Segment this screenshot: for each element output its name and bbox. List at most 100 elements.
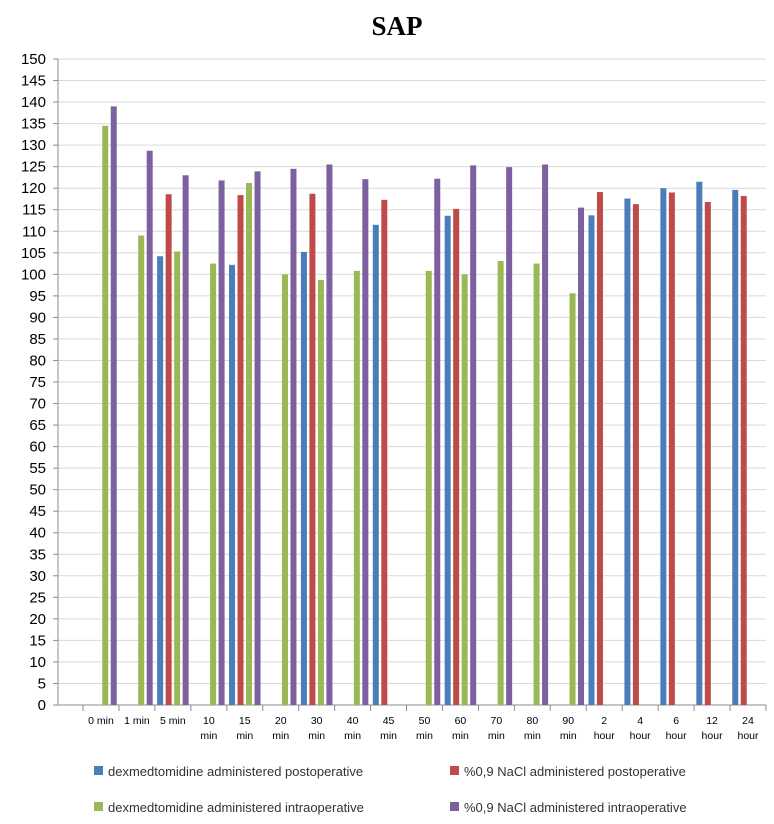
bar <box>453 208 460 705</box>
x-tick-label: 24 <box>742 715 754 727</box>
legend-label: %0,9 NaCl administered intraoperative <box>464 800 687 815</box>
y-tick-label: 135 <box>21 116 46 133</box>
y-tick-label: 85 <box>29 331 46 348</box>
y-tick-label: 65 <box>29 417 46 434</box>
chart-title: SAP <box>371 11 422 41</box>
y-tick-label: 55 <box>29 460 46 477</box>
legend-swatch <box>450 766 459 775</box>
y-tick-label: 70 <box>29 396 46 413</box>
bar <box>102 125 109 705</box>
legend-swatch <box>94 766 103 775</box>
y-tick-label: 115 <box>22 202 46 219</box>
y-tick-label: 25 <box>29 589 46 606</box>
y-tick-label: 150 <box>21 51 46 68</box>
bar <box>309 193 316 706</box>
bar <box>182 175 189 705</box>
y-tick-label: 40 <box>29 525 46 542</box>
bar <box>290 168 297 705</box>
x-tick-label: 70 <box>491 715 503 727</box>
bar <box>434 178 441 706</box>
x-tick-label: 50 <box>419 715 431 727</box>
bar <box>704 201 711 706</box>
x-axis-ticks: 0 min 1 min 5 min 10 min 15 min 20 min 30 min 40 min… <box>82 705 767 742</box>
bar <box>425 270 432 705</box>
bar <box>444 215 451 705</box>
x-tick-label: hour <box>594 730 616 742</box>
x-tick-label: 90 <box>562 715 574 727</box>
x-tick-label: 10 <box>203 715 215 727</box>
bar <box>300 251 307 705</box>
x-tick-label: min <box>416 730 433 742</box>
legend-label: dexmedtomidine administered postoperativ… <box>108 764 363 779</box>
bar <box>362 179 369 705</box>
bar <box>533 263 540 705</box>
x-tick-label: min <box>380 730 397 742</box>
bar <box>732 189 739 706</box>
bar <box>372 224 379 705</box>
bar <box>740 195 747 705</box>
y-tick-label: 130 <box>21 137 46 154</box>
bar <box>353 270 360 705</box>
bar <box>174 251 181 705</box>
bar <box>165 194 172 706</box>
bar <box>281 274 288 705</box>
bar <box>157 256 164 705</box>
x-tick-label: min <box>344 730 361 742</box>
x-tick-label: min <box>560 730 577 742</box>
y-tick-label: 20 <box>29 611 46 628</box>
bar <box>632 204 639 705</box>
y-tick-label: 100 <box>21 266 46 283</box>
y-tick-label: 90 <box>29 309 46 326</box>
bars <box>102 106 747 706</box>
x-tick-label: 1 min <box>124 715 150 727</box>
y-tick-label: 75 <box>29 374 46 391</box>
bar <box>326 164 333 705</box>
y-tick-label: 5 <box>38 675 46 692</box>
y-tick-label: 50 <box>29 482 46 499</box>
bar <box>246 183 253 705</box>
legend-label: dexmedtomidine administered intraoperati… <box>108 800 364 815</box>
x-tick-label: 2 <box>601 715 607 727</box>
bar <box>237 195 244 705</box>
legend: dexmedtomidine administered postoperativ… <box>94 764 687 815</box>
x-tick-label: min <box>272 730 289 742</box>
bar <box>668 192 675 705</box>
x-tick-label: 45 <box>383 715 395 727</box>
bar <box>660 188 667 705</box>
bar <box>506 167 513 706</box>
y-tick-label: 0 <box>38 697 46 714</box>
bar <box>624 198 631 706</box>
y-tick-label: 10 <box>29 654 46 671</box>
x-tick-label: 40 <box>347 715 359 727</box>
bar <box>381 199 388 705</box>
x-tick-label: min <box>236 730 253 742</box>
x-tick-label: hour <box>737 730 759 742</box>
x-tick-label: 20 <box>275 715 287 727</box>
x-tick-label: 6 <box>673 715 679 727</box>
bar <box>138 235 145 705</box>
bar <box>229 264 236 705</box>
bar <box>542 164 549 705</box>
y-tick-label: 125 <box>21 159 46 176</box>
legend-swatch <box>94 802 103 811</box>
bar <box>588 215 595 705</box>
x-tick-label: hour <box>702 730 724 742</box>
bar <box>110 106 117 706</box>
y-tick-label: 30 <box>29 568 46 585</box>
x-tick-label: 30 <box>311 715 323 727</box>
y-tick-label: 105 <box>21 245 46 262</box>
legend-swatch <box>450 802 459 811</box>
bar <box>317 279 324 705</box>
x-tick-label: 80 <box>526 715 538 727</box>
y-tick-label: 140 <box>21 94 46 111</box>
bar <box>254 171 261 705</box>
bar <box>146 150 153 706</box>
bar <box>210 263 217 705</box>
x-tick-label: 60 <box>455 715 467 727</box>
y-tick-label: 145 <box>21 73 46 90</box>
x-tick-label: 12 <box>706 715 718 727</box>
y-axis-ticks: 0 5 10 15 20 25 30 35 40 45 50 55 60 65 70 75 80 85 90 95 10… <box>21 51 46 714</box>
x-tick-label: 4 <box>637 715 643 727</box>
